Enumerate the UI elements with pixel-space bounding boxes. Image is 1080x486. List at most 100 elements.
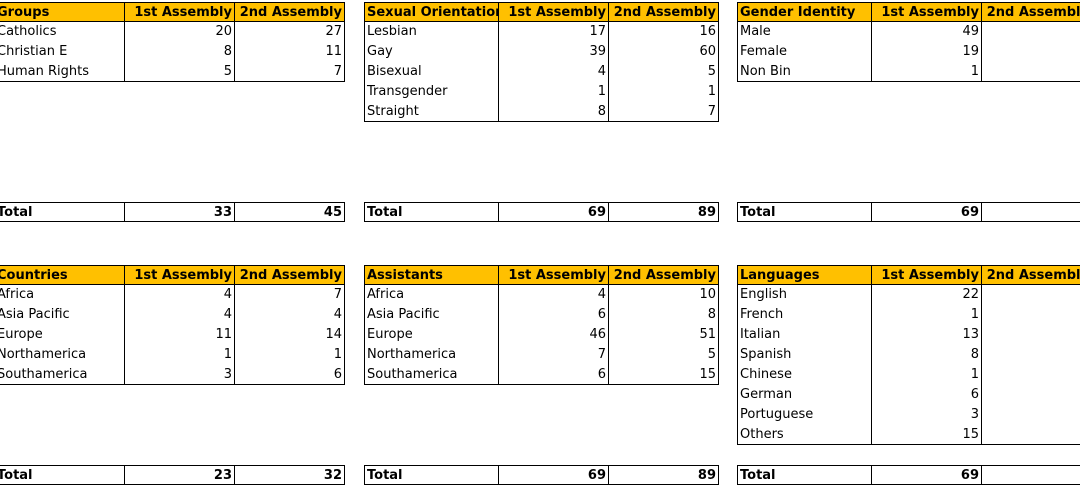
table-row-value-cell[interactable] [982,405,1080,425]
total-row-value-cell[interactable]: 8 [982,202,1080,222]
table-row-value-cell[interactable] [982,325,1080,345]
table-row-value-cell[interactable]: 6 [982,22,1080,42]
header-row-value-cell[interactable]: 1st Assembly [499,265,609,285]
header-row-value-cell[interactable]: 2nd Assembly [982,2,1080,22]
table-row-value-cell[interactable]: 1 [872,305,982,325]
header-row-value-cell[interactable]: 1st Assembly [125,2,235,22]
table-row-value-cell[interactable]: 7 [609,102,719,122]
table-row-value-cell[interactable]: 22 [872,285,982,305]
table-row-value-cell[interactable]: 60 [609,42,719,62]
header-row-label-cell[interactable]: Assistants [364,265,499,285]
total-row-value-cell[interactable]: 8 [982,465,1080,485]
total-row-value-cell[interactable]: 69 [872,465,982,485]
table-row-value-cell[interactable]: 51 [609,325,719,345]
table-row-label-cell[interactable]: Spanish [737,345,872,365]
table-row-label-cell[interactable]: Bisexual [364,62,499,82]
total-row-label-cell[interactable]: Total [364,465,499,485]
header-row-value-cell[interactable]: 2nd Assembly [235,2,345,22]
table-row-label-cell[interactable]: Africa [364,285,499,305]
table-row-value-cell[interactable]: 3 [125,365,235,385]
table-row-label-cell[interactable]: Catholics [0,22,125,42]
header-row-label-cell[interactable]: Groups [0,2,125,22]
table-row-value-cell[interactable]: 17 [499,22,609,42]
table-row-label-cell[interactable]: Male [737,22,872,42]
table-row-value-cell[interactable]: 5 [609,345,719,365]
table-row-value-cell[interactable]: 2 [982,425,1080,445]
table-row-label-cell[interactable]: Human Rights [0,62,125,82]
table-row-label-cell[interactable]: Others [737,425,872,445]
table-row-label-cell[interactable]: Transgender [364,82,499,102]
table-row-value-cell[interactable]: 4 [499,285,609,305]
table-row-label-cell[interactable]: French [737,305,872,325]
header-row-value-cell[interactable]: 1st Assembly [125,265,235,285]
total-row-value-cell[interactable]: 69 [499,465,609,485]
table-row-value-cell[interactable]: 16 [609,22,719,42]
table-row-label-cell[interactable]: Asia Pacific [364,305,499,325]
table-row-value-cell[interactable]: 10 [609,285,719,305]
table-row-value-cell[interactable]: 1 [982,42,1080,62]
table-row-label-cell[interactable]: Europe [364,325,499,345]
table-row-value-cell[interactable]: 20 [125,22,235,42]
header-row-value-cell[interactable]: 2nd Assembly [609,265,719,285]
table-row-value-cell[interactable]: 6 [872,385,982,405]
table-row-label-cell[interactable]: Southamerica [364,365,499,385]
table-row-label-cell[interactable]: Female [737,42,872,62]
table-row-value-cell[interactable]: 1 [609,82,719,102]
table-row-value-cell[interactable]: 5 [609,62,719,82]
total-row-value-cell[interactable]: 32 [235,465,345,485]
table-row-value-cell[interactable] [982,305,1080,325]
header-row-value-cell[interactable]: 2nd Assembly [982,265,1080,285]
table-row-value-cell[interactable]: 4 [235,305,345,325]
total-row-label-cell[interactable]: Total [0,202,125,222]
total-row-value-cell[interactable]: 69 [872,202,982,222]
total-row-value-cell[interactable]: 89 [609,465,719,485]
table-row-label-cell[interactable]: Chinese [737,365,872,385]
table-row-value-cell[interactable] [982,62,1080,82]
table-row-value-cell[interactable]: 15 [872,425,982,445]
table-row-value-cell[interactable]: 49 [872,22,982,42]
table-row-label-cell[interactable]: Southamerica [0,365,125,385]
table-row-value-cell[interactable]: 4 [125,285,235,305]
table-row-label-cell[interactable]: Europe [0,325,125,345]
header-row-value-cell[interactable]: 1st Assembly [499,2,609,22]
table-row-value-cell[interactable]: 7 [499,345,609,365]
total-row-value-cell[interactable]: 45 [235,202,345,222]
table-row-value-cell[interactable] [982,365,1080,385]
table-row-value-cell[interactable]: 46 [499,325,609,345]
total-row-label-cell[interactable]: Total [364,202,499,222]
table-row-value-cell[interactable]: 1 [235,345,345,365]
table-row-value-cell[interactable]: 4 [125,305,235,325]
table-row-value-cell[interactable]: 8 [609,305,719,325]
table-row-label-cell[interactable]: Italian [737,325,872,345]
table-row-value-cell[interactable]: 14 [235,325,345,345]
total-row-value-cell[interactable]: 69 [499,202,609,222]
table-row-value-cell[interactable]: 6 [235,365,345,385]
table-row-label-cell[interactable]: German [737,385,872,405]
table-row-label-cell[interactable]: Christian E [0,42,125,62]
table-row-label-cell[interactable]: Northamerica [0,345,125,365]
header-row-label-cell[interactable]: Languages [737,265,872,285]
table-row-value-cell[interactable]: 1 [499,82,609,102]
table-row-label-cell[interactable]: Portuguese [737,405,872,425]
table-row-value-cell[interactable]: 1 [982,345,1080,365]
header-row-label-cell[interactable]: Countries [0,265,125,285]
table-row-value-cell[interactable]: 11 [235,42,345,62]
table-row-label-cell[interactable]: Northamerica [364,345,499,365]
total-row-label-cell[interactable]: Total [0,465,125,485]
table-row-label-cell[interactable]: English [737,285,872,305]
table-row-value-cell[interactable]: 6 [499,365,609,385]
table-row-value-cell[interactable]: 8 [872,345,982,365]
table-row-value-cell[interactable]: 11 [125,325,235,345]
table-row-value-cell[interactable]: 1 [982,385,1080,405]
table-row-value-cell[interactable]: 1 [872,365,982,385]
table-row-value-cell[interactable]: 7 [235,62,345,82]
table-row-label-cell[interactable]: Africa [0,285,125,305]
table-row-value-cell[interactable]: 7 [235,285,345,305]
table-row-label-cell[interactable]: Lesbian [364,22,499,42]
table-row-value-cell[interactable]: 5 [125,62,235,82]
table-row-value-cell[interactable]: 4 [499,62,609,82]
table-row-label-cell[interactable]: Non Bin [737,62,872,82]
header-row-label-cell[interactable]: Sexual Orientation [364,2,499,22]
table-row-label-cell[interactable]: Straight [364,102,499,122]
table-row-label-cell[interactable]: Gay [364,42,499,62]
